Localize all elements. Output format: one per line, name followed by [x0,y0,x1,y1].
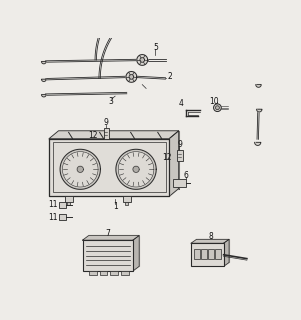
Polygon shape [126,71,137,82]
Polygon shape [118,152,154,187]
Bar [208,249,213,259]
Bar [65,196,73,202]
Text: 8: 8 [209,232,214,241]
Text: 2: 2 [168,72,172,81]
Text: 1: 1 [113,202,117,211]
Bar [173,179,186,187]
Bar [67,202,70,205]
Polygon shape [42,79,46,82]
Polygon shape [116,149,156,189]
Bar [59,202,66,208]
Polygon shape [169,131,179,196]
Polygon shape [137,55,148,65]
Text: 12: 12 [88,131,98,140]
Polygon shape [62,152,98,187]
Circle shape [213,104,221,112]
Bar [177,150,182,161]
Polygon shape [89,236,139,266]
Bar [59,214,66,220]
Polygon shape [82,236,139,240]
Polygon shape [191,239,229,243]
Circle shape [216,106,219,110]
Bar [89,271,97,275]
Polygon shape [133,166,139,172]
Text: 11: 11 [48,212,58,221]
Bar [201,249,206,259]
Polygon shape [133,236,139,271]
Bar [104,128,109,139]
Bar [125,202,128,205]
Bar [123,196,131,202]
Polygon shape [129,75,134,79]
Polygon shape [140,58,144,62]
Text: 11: 11 [48,200,58,209]
Text: 4: 4 [178,99,183,108]
Bar [100,271,107,275]
Polygon shape [256,109,262,112]
Polygon shape [224,239,229,266]
Polygon shape [49,131,179,139]
Polygon shape [255,142,261,145]
Polygon shape [60,149,101,189]
Text: 9: 9 [177,140,182,149]
Polygon shape [197,239,229,262]
Bar [110,271,118,275]
Text: 9: 9 [103,118,108,127]
Polygon shape [256,84,261,87]
Polygon shape [42,95,46,97]
Polygon shape [59,131,179,188]
Polygon shape [77,166,83,172]
Bar [194,249,200,259]
Text: 3: 3 [109,97,114,106]
Text: 12: 12 [162,153,172,162]
Bar [215,249,221,259]
Text: 10: 10 [209,97,219,106]
Polygon shape [49,139,169,196]
Bar [53,142,166,192]
Bar [121,271,129,275]
Polygon shape [42,61,46,64]
Text: 7: 7 [105,229,110,238]
Bar [82,240,133,271]
Bar [191,243,224,266]
Text: 6: 6 [183,171,188,180]
Text: 5: 5 [153,43,158,52]
